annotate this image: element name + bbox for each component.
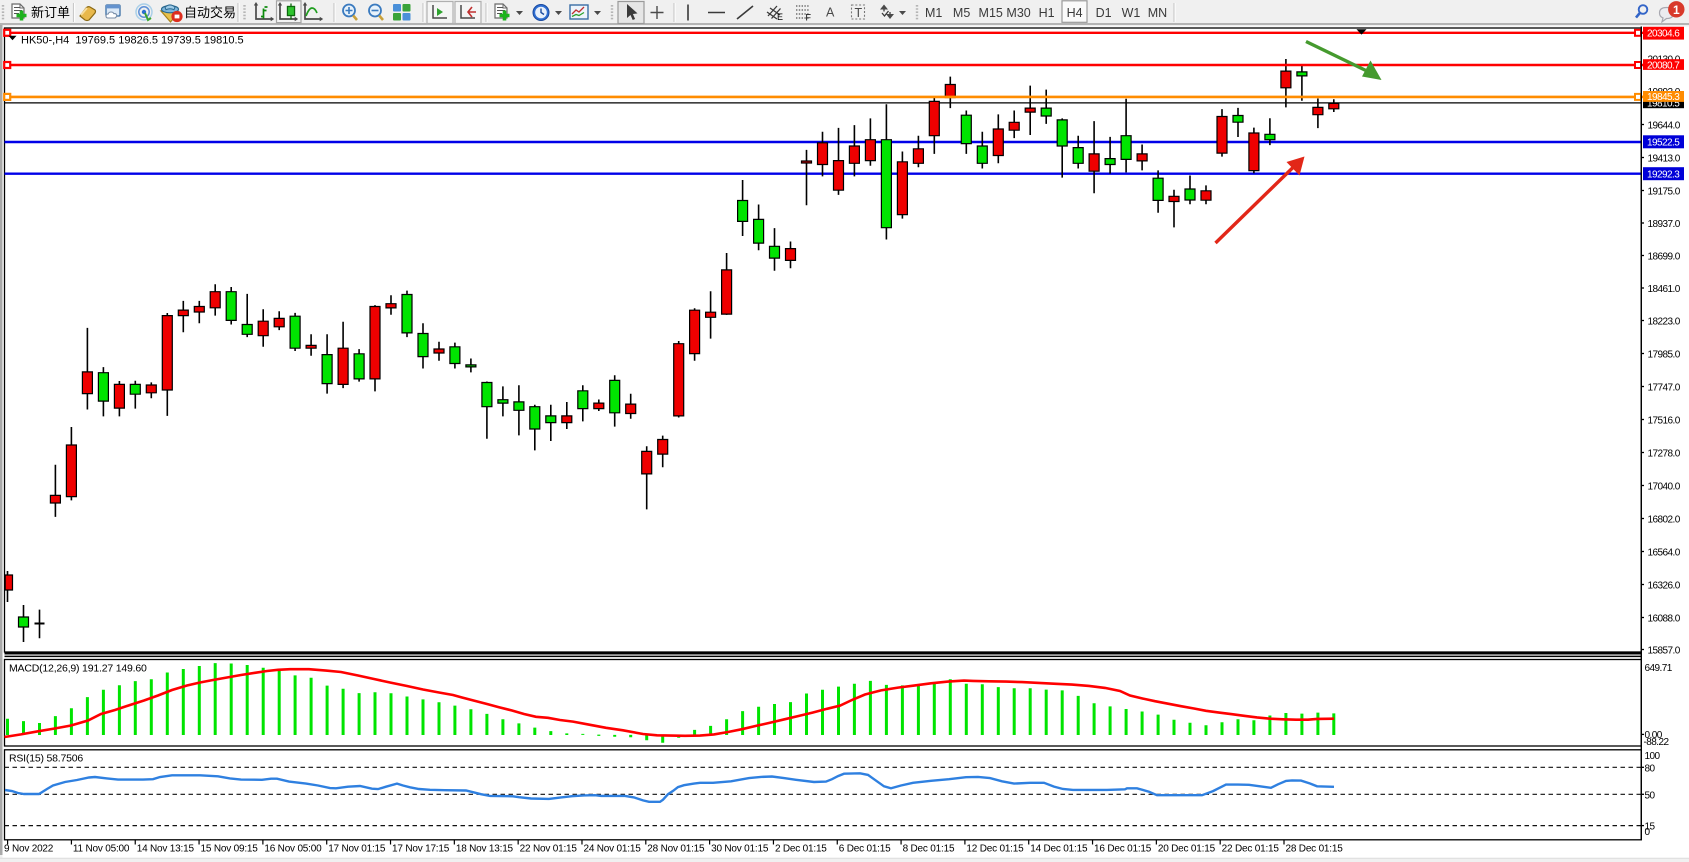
- svg-text:T: T: [855, 6, 863, 20]
- svg-text:28 Dec 01:15: 28 Dec 01:15: [1286, 844, 1344, 855]
- svg-text:14 Nov 13:15: 14 Nov 13:15: [137, 844, 195, 855]
- svg-text:17 Nov 17:15: 17 Nov 17:15: [392, 844, 450, 855]
- svg-text:MN: MN: [1148, 6, 1167, 20]
- svg-text:19845.3: 19845.3: [1647, 92, 1680, 103]
- svg-text:E: E: [777, 12, 783, 22]
- svg-text:18 Nov 13:15: 18 Nov 13:15: [456, 844, 514, 855]
- svg-text:14 Dec 01:15: 14 Dec 01:15: [1030, 844, 1088, 855]
- svg-text:16088.0: 16088.0: [1648, 613, 1681, 624]
- svg-text:19810.5: 19810.5: [1647, 99, 1680, 110]
- svg-text:20080.7: 20080.7: [1647, 60, 1680, 71]
- svg-text:16 Dec 01:15: 16 Dec 01:15: [1094, 844, 1152, 855]
- svg-text:17516.0: 17516.0: [1648, 415, 1681, 426]
- svg-text:0.00: 0.00: [1645, 730, 1663, 741]
- svg-text:8 Dec 01:15: 8 Dec 01:15: [903, 844, 955, 855]
- svg-text:H1: H1: [1039, 6, 1055, 20]
- svg-text:22 Nov 01:15: 22 Nov 01:15: [520, 844, 578, 855]
- svg-text:19522.5: 19522.5: [1647, 138, 1680, 149]
- svg-text:9 Nov 2022: 9 Nov 2022: [4, 844, 54, 855]
- svg-text:17747.0: 17747.0: [1648, 382, 1681, 393]
- svg-text:18699.0: 18699.0: [1648, 251, 1681, 262]
- svg-text:30 Nov 01:15: 30 Nov 01:15: [711, 844, 769, 855]
- svg-text:MACD(12,26,9) 191.27 149.60: MACD(12,26,9) 191.27 149.60: [9, 663, 147, 675]
- svg-text:19175.0: 19175.0: [1648, 186, 1681, 197]
- svg-text:50: 50: [1645, 790, 1656, 801]
- svg-text:18223.0: 18223.0: [1648, 316, 1681, 327]
- svg-text:16564.0: 16564.0: [1648, 547, 1681, 558]
- svg-text:W1: W1: [1122, 6, 1141, 20]
- svg-text:17985.0: 17985.0: [1648, 349, 1681, 360]
- svg-text:20304.6: 20304.6: [1647, 29, 1680, 40]
- svg-text:20 Dec 01:15: 20 Dec 01:15: [1158, 844, 1216, 855]
- svg-text:15857.0: 15857.0: [1648, 645, 1681, 656]
- svg-text:19644.0: 19644.0: [1648, 120, 1681, 131]
- svg-text:19413.0: 19413.0: [1648, 153, 1681, 164]
- svg-text:新订单: 新订单: [31, 5, 70, 20]
- svg-text:M30: M30: [1006, 6, 1030, 20]
- svg-text:M5: M5: [953, 6, 970, 20]
- svg-text:HK50-,H4 19769.5 19826.5 1973: HK50-,H4 19769.5 19826.5 19739.5 19810.5: [21, 35, 244, 47]
- svg-text:6 Dec 01:15: 6 Dec 01:15: [839, 844, 891, 855]
- svg-text:M1: M1: [925, 6, 942, 20]
- svg-text:15 Nov 09:15: 15 Nov 09:15: [201, 844, 259, 855]
- svg-text:F: F: [806, 13, 812, 23]
- svg-text:自动交易: 自动交易: [184, 5, 236, 20]
- svg-text:M15: M15: [979, 6, 1003, 20]
- svg-text:17278.0: 17278.0: [1648, 448, 1681, 459]
- svg-text:15: 15: [1645, 822, 1656, 833]
- svg-text:0: 0: [1645, 827, 1651, 838]
- svg-text:1: 1: [1673, 3, 1680, 17]
- svg-text:19292.3: 19292.3: [1647, 170, 1680, 181]
- svg-text:D1: D1: [1096, 6, 1112, 20]
- svg-text:80: 80: [1645, 763, 1656, 774]
- svg-text:A: A: [826, 6, 835, 20]
- svg-text:12 Dec 01:15: 12 Dec 01:15: [966, 844, 1024, 855]
- svg-text:16326.0: 16326.0: [1648, 580, 1681, 591]
- svg-text:2 Dec 01:15: 2 Dec 01:15: [775, 844, 827, 855]
- svg-text:17 Nov 01:15: 17 Nov 01:15: [328, 844, 386, 855]
- svg-text:18461.0: 18461.0: [1648, 284, 1681, 295]
- svg-text:17040.0: 17040.0: [1648, 481, 1681, 492]
- svg-text:28 Nov 01:15: 28 Nov 01:15: [647, 844, 705, 855]
- svg-text:16 Nov 05:00: 16 Nov 05:00: [264, 844, 322, 855]
- svg-text:11 Nov 05:00: 11 Nov 05:00: [73, 844, 130, 855]
- svg-text:18937.0: 18937.0: [1648, 219, 1681, 230]
- svg-text:649.71: 649.71: [1645, 663, 1673, 674]
- svg-text:22 Dec 01:15: 22 Dec 01:15: [1222, 844, 1280, 855]
- svg-text:16802.0: 16802.0: [1648, 514, 1681, 525]
- svg-text:H4: H4: [1067, 6, 1083, 20]
- svg-text:100: 100: [1645, 751, 1661, 762]
- svg-text:-88.22: -88.22: [1644, 737, 1670, 748]
- svg-text:RSI(15) 58.7506: RSI(15) 58.7506: [9, 753, 83, 765]
- svg-text:24 Nov 01:15: 24 Nov 01:15: [583, 844, 641, 855]
